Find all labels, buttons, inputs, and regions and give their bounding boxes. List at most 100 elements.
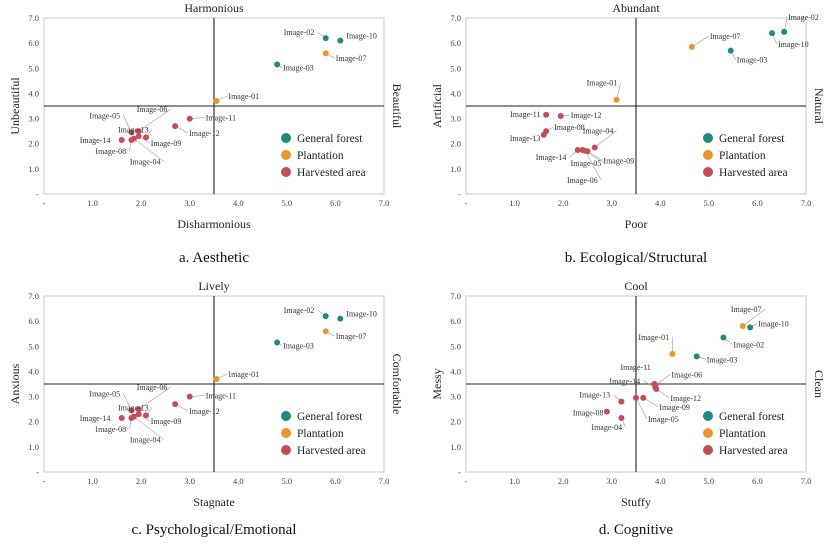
legend-label: Harvested area: [719, 167, 788, 179]
x-tick-label: 4.0: [233, 198, 244, 208]
data-point: [781, 28, 788, 35]
point-label: Image-14: [536, 153, 567, 162]
point-label: Image-08: [95, 425, 126, 434]
point-label: Image-01: [228, 370, 259, 379]
point-label: Image-02: [284, 28, 315, 37]
point-label: Image-04: [130, 436, 161, 445]
point-leader-line: [138, 386, 171, 410]
data-point: [727, 47, 734, 54]
data-point: [213, 97, 220, 104]
point-label: Image-13: [510, 134, 541, 143]
point-label: Image-10: [346, 310, 377, 319]
panel-caption: d. Cognitive: [599, 522, 674, 538]
data-point: [653, 386, 660, 393]
data-point: [130, 413, 137, 420]
point-label: Image-05: [648, 415, 679, 424]
y-tick-label: 3.0: [28, 392, 39, 402]
point-label: Image-14: [609, 377, 640, 386]
x-tick-label: 2.0: [136, 198, 147, 208]
x-tick-label: -: [43, 476, 46, 486]
point-leader-line: [133, 138, 165, 162]
left-pole-label: Artificial: [430, 83, 444, 128]
y-tick-label: -: [458, 189, 461, 199]
legend-marker: [703, 167, 713, 177]
data-point: [128, 129, 135, 136]
point-leader-line: [635, 397, 648, 419]
legend-marker: [703, 445, 713, 455]
point-label: Image-12: [571, 111, 602, 120]
panel-b: - 1.0 2.0 3.0 4.0 5.0 6.0 7.0 - 1.0 2.0 3.0 4.0 5.0 6.…: [430, 1, 826, 266]
y-tick-label: 4.0: [450, 366, 461, 376]
legend-label: General forest: [297, 133, 363, 145]
data-point: [274, 61, 281, 68]
y-tick-label: 7.0: [450, 13, 461, 23]
x-tick-label: -: [465, 198, 468, 208]
data-point: [135, 411, 142, 418]
legend-label: Harvested area: [297, 167, 366, 179]
y-tick-label: -: [458, 467, 461, 477]
data-point: [769, 30, 775, 37]
top-pole-label: Lively: [198, 279, 229, 293]
data-point: [591, 144, 598, 151]
y-tick-label: 1.0: [28, 442, 39, 452]
point-label: Image-05: [571, 159, 602, 168]
point-leader-line: [594, 130, 617, 148]
point-label: Image-03: [737, 56, 768, 65]
point-label: Image-01: [587, 79, 618, 88]
data-point: [135, 406, 142, 413]
point-label: Image-06: [671, 370, 702, 379]
point-label: Image-05: [89, 111, 120, 120]
point-label: Image-08: [573, 409, 604, 418]
y-tick-label: 5.0: [28, 63, 39, 73]
point-label: Image-02: [733, 340, 764, 349]
x-tick-label: 5.0: [282, 198, 293, 208]
legend-marker: [281, 445, 291, 455]
panel-caption: b. Ecological/Structural: [565, 250, 707, 266]
point-label: Image-09: [603, 156, 634, 165]
legend-label: Plantation: [297, 150, 344, 162]
data-point: [747, 324, 754, 331]
point-label: Image-01: [638, 333, 669, 342]
left-pole-label: Anxious: [8, 363, 22, 404]
data-point: [213, 375, 220, 382]
x-tick-label: 1.0: [87, 198, 98, 208]
x-tick-label: 7.0: [801, 198, 812, 208]
panel-d: - 1.0 2.0 3.0 4.0 5.0 6.0 7.0 - 1.0 2.0 3.0 4.0 5.0 6.…: [430, 279, 826, 538]
point-label: Image-01: [228, 92, 259, 101]
legend-label: General forest: [719, 411, 785, 423]
point-leader-line: [584, 150, 602, 180]
legend-marker: [281, 133, 291, 143]
point-label: Image-09: [151, 139, 182, 148]
legend-label: Plantation: [297, 428, 344, 440]
point-label: Image-06: [567, 176, 598, 185]
point-label: Image-11: [510, 110, 540, 119]
data-point: [322, 35, 329, 42]
point-label: Image-13: [118, 403, 149, 412]
bottom-pole-label: Poor: [625, 217, 648, 231]
bottom-pole-label: Stuffy: [621, 495, 651, 509]
data-point: [543, 111, 550, 118]
top-pole-label: Abundant: [612, 1, 660, 15]
y-tick-label: 5.0: [450, 63, 461, 73]
data-point: [669, 350, 676, 357]
legend-label: Plantation: [719, 150, 766, 162]
point-label: Image-11: [206, 114, 236, 123]
legend-marker: [703, 428, 713, 438]
y-tick-label: 1.0: [28, 164, 39, 174]
legend-label: General forest: [719, 133, 785, 145]
data-point: [322, 50, 329, 57]
y-tick-label: 7.0: [450, 291, 461, 301]
data-point: [337, 315, 344, 322]
y-tick-label: 3.0: [450, 114, 461, 124]
x-tick-label: 1.0: [509, 476, 520, 486]
point-leader-line: [655, 374, 671, 386]
left-pole-label: Unbeautiful: [8, 77, 22, 135]
data-point: [128, 407, 135, 414]
y-tick-label: 5.0: [28, 341, 39, 351]
data-point: [337, 37, 344, 44]
x-tick-label: 4.0: [655, 198, 666, 208]
legend-marker: [703, 150, 713, 160]
x-tick-label: 7.0: [379, 198, 390, 208]
x-tick-label: 2.0: [558, 476, 569, 486]
